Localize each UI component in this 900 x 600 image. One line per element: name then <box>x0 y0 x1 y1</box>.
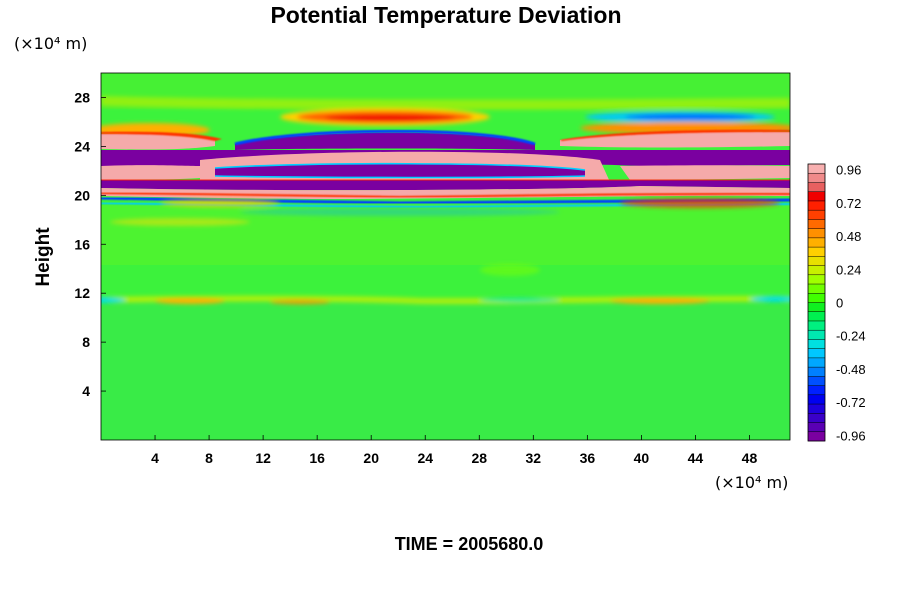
colorbar-tick-label: 0.96 <box>836 163 861 178</box>
colorbar-tick-labels: 0.96 0.72 0.48 0.24 0 -0.24 -0.48 -0.72 -0.96 <box>836 163 866 444</box>
x-tick-label: 8 <box>205 450 213 466</box>
colorbar <box>807 163 826 442</box>
y-tick-label: 20 <box>74 187 90 203</box>
y-tick-label: 24 <box>74 138 90 154</box>
y-unit-label: (×10⁴ m) <box>14 34 87 53</box>
colorbar-swatch <box>808 293 825 303</box>
x-axis-ticks: 4 8 12 16 20 24 28 32 36 40 44 48 <box>151 435 757 466</box>
colorbar-tick-label: -0.24 <box>836 329 866 344</box>
time-footer: TIME = 2005680.0 <box>395 534 544 554</box>
colorbar-swatch <box>808 247 825 257</box>
x-tick-label: 32 <box>526 450 542 466</box>
x-tick-label: 24 <box>417 450 433 466</box>
colorbar-swatch <box>808 413 825 423</box>
colorbar-swatch <box>808 367 825 377</box>
colorbar-tick-label: 0 <box>836 296 843 311</box>
y-tick-label: 8 <box>82 334 90 350</box>
colorbar-swatch <box>808 237 825 248</box>
colorbar-tick-label: 0.72 <box>836 196 861 211</box>
colorbar-swatch <box>808 191 825 202</box>
colorbar-swatch <box>808 385 825 396</box>
colorbar-swatch <box>808 200 825 211</box>
x-tick-label: 28 <box>471 450 487 466</box>
colorbar-swatch <box>808 284 825 294</box>
y-tick-label: 12 <box>74 285 90 301</box>
colorbar-swatch <box>808 431 825 442</box>
x-tick-label: 36 <box>580 450 596 466</box>
x-tick-label: 48 <box>742 450 758 466</box>
colorbar-swatch <box>808 274 825 285</box>
colorbar-tick-label: -0.72 <box>836 395 866 410</box>
colorbar-swatch <box>808 210 825 220</box>
x-tick-label: 12 <box>255 450 271 466</box>
x-tick-label: 16 <box>309 450 325 466</box>
colorbar-tick-label: -0.48 <box>836 362 866 377</box>
x-tick-label: 44 <box>688 450 704 466</box>
colorbar-tick-label: 0.24 <box>836 262 861 277</box>
colorbar-swatch <box>808 311 825 322</box>
colorbar-swatch <box>808 182 825 192</box>
x-tick-label: 40 <box>634 450 650 466</box>
y-tick-label: 16 <box>74 236 90 252</box>
colorbar-swatch <box>808 265 825 276</box>
colorbar-swatch <box>808 256 825 266</box>
colorbar-swatch <box>808 219 825 229</box>
colorbar-swatch <box>808 376 825 386</box>
colorbar-tick-label: -0.96 <box>836 428 866 443</box>
colorbar-swatch <box>808 404 825 414</box>
colorbar-swatch <box>808 330 825 340</box>
colorbar-swatch <box>808 394 825 405</box>
y-axis-label: Height <box>33 227 54 287</box>
x-tick-label: 4 <box>151 450 159 466</box>
colorbar-swatch <box>808 357 825 368</box>
plot-frame <box>100 72 791 441</box>
y-tick-label: 28 <box>74 89 90 105</box>
colorbar-swatch <box>808 228 825 239</box>
colorbar-swatch <box>808 302 825 313</box>
colorbar-swatch <box>808 339 825 349</box>
y-axis-ticks: 4 8 12 16 20 24 28 <box>74 89 106 399</box>
colorbar-swatch <box>808 320 825 331</box>
colorbar-swatch <box>808 422 825 433</box>
colorbar-swatch <box>808 173 825 183</box>
colorbar-swatch <box>808 164 825 174</box>
y-tick-label: 4 <box>82 383 90 399</box>
colorbar-swatch <box>808 348 825 359</box>
x-unit-label: (×10⁴ m) <box>715 473 788 492</box>
x-tick-label: 20 <box>363 450 379 466</box>
colorbar-frame <box>807 163 826 442</box>
chart-title: Potential Temperature Deviation <box>270 2 621 28</box>
heatmap-field <box>101 73 790 440</box>
colorbar-tick-label: 0.48 <box>836 229 861 244</box>
